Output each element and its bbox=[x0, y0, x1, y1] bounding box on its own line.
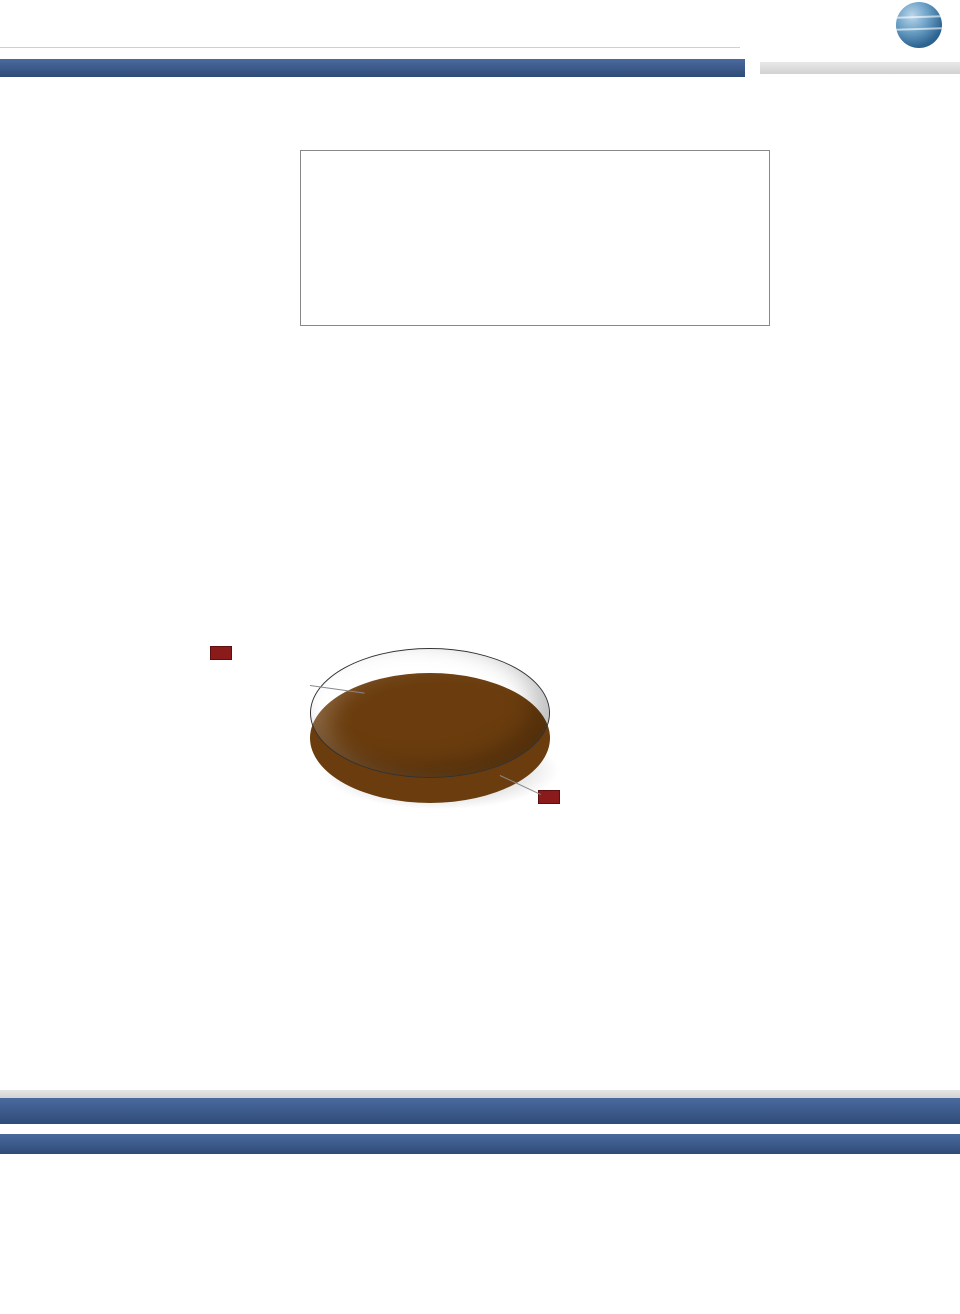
pie-label-regionalne bbox=[538, 790, 560, 804]
page-indicator bbox=[110, 1104, 117, 1119]
brand-logo bbox=[896, 2, 948, 48]
pie-label-ogolnopolskie bbox=[210, 646, 232, 660]
header bbox=[0, 0, 960, 80]
header-stripe bbox=[0, 59, 960, 77]
footer-blue-bar bbox=[0, 1098, 960, 1124]
page bbox=[0, 0, 960, 1154]
header-rule bbox=[0, 47, 740, 48]
pie-chart bbox=[130, 610, 830, 870]
logo-sphere-icon bbox=[896, 2, 942, 48]
bar-plot-area bbox=[300, 150, 770, 326]
footer-gray-stripe bbox=[0, 1090, 960, 1098]
header-stripe-blue bbox=[0, 59, 745, 77]
footer-cities bbox=[0, 1134, 960, 1154]
footer bbox=[0, 1090, 960, 1154]
header-stripe-gray bbox=[760, 62, 960, 74]
footer-gap bbox=[0, 1124, 960, 1134]
bar-chart bbox=[0, 150, 960, 360]
pie-top bbox=[310, 648, 550, 778]
